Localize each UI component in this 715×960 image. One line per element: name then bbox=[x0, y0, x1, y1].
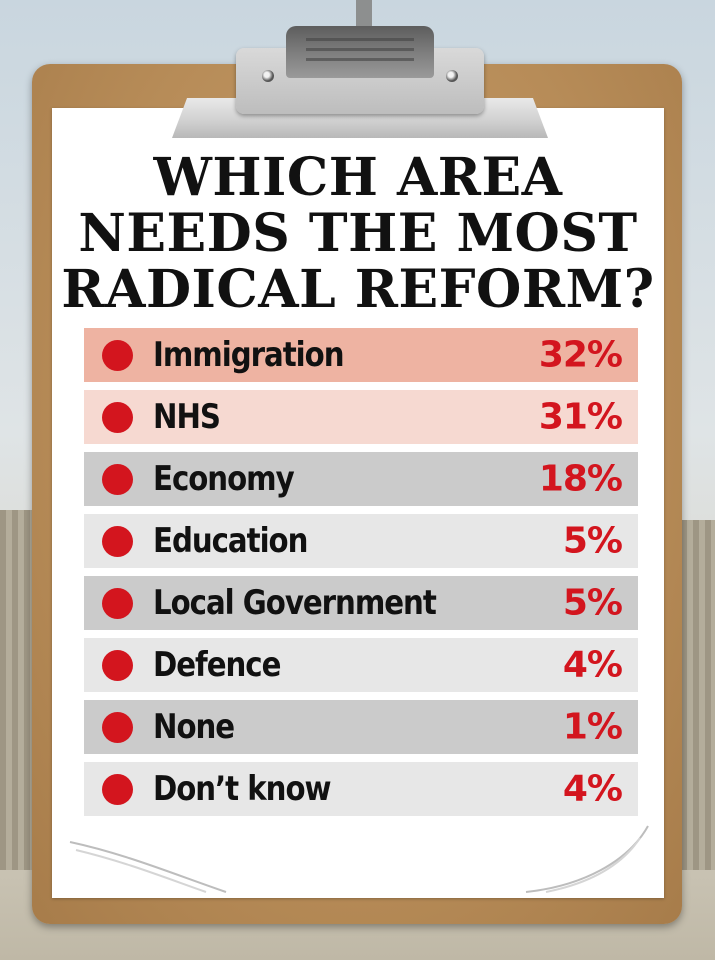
title-line-1: WHICH AREA bbox=[153, 147, 563, 208]
red-dot-icon bbox=[102, 711, 133, 743]
table-row: Immigration 32% bbox=[84, 328, 638, 382]
table-row: Education 5% bbox=[84, 514, 638, 568]
red-dot-icon bbox=[102, 463, 133, 495]
category-label: NHS bbox=[153, 397, 221, 437]
title-line-3: RADICAL REFORM? bbox=[61, 259, 655, 320]
results-table: Immigration 32% NHS 31% Economy 18% Educ… bbox=[84, 328, 638, 824]
value-label: 5% bbox=[562, 520, 623, 562]
table-row: Local Government 5% bbox=[84, 576, 638, 630]
rivet-icon bbox=[262, 70, 274, 82]
title-line-2: NEEDS THE MOST bbox=[78, 203, 638, 264]
table-row: NHS 31% bbox=[84, 390, 638, 444]
red-dot-icon bbox=[102, 587, 133, 619]
value-label: 5% bbox=[562, 582, 623, 624]
table-row: None 1% bbox=[84, 700, 638, 754]
red-dot-icon bbox=[102, 339, 133, 371]
clip-ridge bbox=[306, 58, 414, 61]
red-dot-icon bbox=[102, 773, 133, 805]
value-label: 4% bbox=[562, 644, 623, 686]
table-row: Don’t know 4% bbox=[84, 762, 638, 816]
category-label: Immigration bbox=[153, 335, 345, 375]
red-dot-icon bbox=[102, 401, 133, 433]
category-label: Local Government bbox=[153, 583, 437, 623]
category-label: Defence bbox=[153, 645, 281, 685]
clip-handle bbox=[286, 26, 434, 78]
page-curl-left bbox=[66, 840, 236, 895]
chart-title: WHICH AREA NEEDS THE MOST RADICAL REFORM… bbox=[60, 150, 656, 318]
value-label: 31% bbox=[538, 396, 623, 438]
category-label: Education bbox=[153, 521, 308, 561]
value-label: 1% bbox=[562, 706, 623, 748]
category-label: Don’t know bbox=[153, 769, 332, 809]
table-row: Economy 18% bbox=[84, 452, 638, 506]
page-curl-right bbox=[520, 820, 650, 895]
value-label: 18% bbox=[538, 458, 623, 500]
rivet-icon bbox=[446, 70, 458, 82]
category-label: None bbox=[153, 707, 235, 747]
clip-ridge bbox=[306, 38, 414, 41]
table-row: Defence 4% bbox=[84, 638, 638, 692]
value-label: 4% bbox=[562, 768, 623, 810]
tower-silhouette bbox=[356, 0, 372, 28]
clip-ridge bbox=[306, 48, 414, 51]
value-label: 32% bbox=[538, 334, 623, 376]
category-label: Economy bbox=[153, 459, 295, 499]
red-dot-icon bbox=[102, 649, 133, 681]
red-dot-icon bbox=[102, 525, 133, 557]
